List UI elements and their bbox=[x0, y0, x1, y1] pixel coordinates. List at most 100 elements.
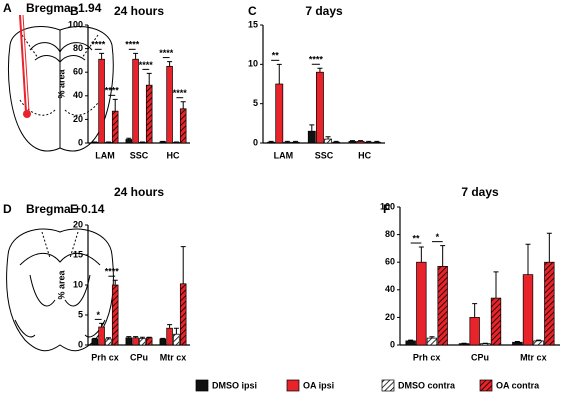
diagram-label: Bregma -1.94 bbox=[26, 1, 102, 15]
error-bar bbox=[317, 67, 323, 73]
y-tick-label: 40 bbox=[73, 90, 83, 100]
bar bbox=[416, 261, 427, 346]
y-tick-label: 80 bbox=[385, 229, 395, 239]
error-bar bbox=[133, 336, 139, 338]
significance-label: **** bbox=[105, 86, 120, 96]
error-bar bbox=[180, 101, 186, 109]
significance-label: **** bbox=[309, 55, 324, 65]
y-tick-label: 10 bbox=[73, 279, 83, 289]
significance-label: * bbox=[96, 310, 100, 320]
error-bar bbox=[293, 140, 299, 143]
x-tick-label: HC bbox=[358, 150, 371, 160]
bar bbox=[372, 141, 381, 144]
y-tick-label: 0 bbox=[78, 339, 83, 349]
bar bbox=[405, 340, 416, 346]
x-tick-label: CPu bbox=[130, 352, 148, 362]
bar bbox=[324, 138, 332, 144]
bar bbox=[139, 338, 146, 346]
error-bar bbox=[284, 140, 290, 143]
bar bbox=[307, 130, 316, 144]
bar bbox=[132, 337, 139, 346]
bar bbox=[426, 337, 438, 346]
y-tick-label: 60 bbox=[385, 257, 395, 267]
bar bbox=[145, 84, 153, 144]
diagram-label: Bregma +0.14 bbox=[26, 202, 105, 216]
legend-swatch bbox=[195, 379, 209, 392]
error-bar bbox=[112, 98, 118, 112]
error-bar bbox=[146, 72, 152, 86]
legend-label: DMSO contra bbox=[398, 380, 456, 390]
legend-swatch bbox=[479, 379, 493, 392]
bar bbox=[490, 297, 502, 346]
x-tick-label: HC bbox=[167, 150, 180, 160]
bar bbox=[267, 141, 276, 144]
y-tick-label: 10 bbox=[248, 59, 258, 69]
error-bar bbox=[309, 124, 315, 132]
error-bar bbox=[546, 232, 552, 263]
legend-swatch bbox=[381, 379, 395, 392]
bar bbox=[159, 338, 167, 346]
bar bbox=[105, 338, 112, 346]
error-bar bbox=[493, 271, 499, 299]
significance-label: ** bbox=[412, 233, 420, 243]
significance-label: **** bbox=[91, 40, 106, 50]
bar bbox=[111, 110, 119, 144]
chart-title: 24 hours bbox=[114, 4, 164, 18]
error-bar bbox=[268, 140, 274, 143]
x-tick-label: Prh cx bbox=[91, 352, 119, 362]
bar bbox=[512, 341, 523, 346]
error-bar bbox=[366, 140, 372, 143]
error-bar bbox=[112, 279, 118, 285]
error-bar bbox=[358, 140, 364, 142]
bar bbox=[356, 141, 365, 144]
error-bar bbox=[160, 337, 166, 339]
y-tick-label: 15 bbox=[73, 249, 83, 259]
x-tick-label: Mtr cx bbox=[520, 352, 547, 362]
bar bbox=[316, 71, 324, 144]
bar bbox=[132, 58, 139, 144]
error-bar bbox=[418, 246, 424, 263]
significance-label: **** bbox=[159, 48, 174, 58]
error-bar bbox=[525, 243, 531, 275]
panel-letter: E bbox=[70, 202, 78, 216]
bar bbox=[159, 141, 167, 144]
bar bbox=[179, 283, 187, 346]
error-bar bbox=[429, 336, 435, 339]
bar bbox=[179, 108, 187, 144]
chart-title: 7 days bbox=[305, 4, 343, 18]
y-tick-label: 0 bbox=[390, 339, 395, 349]
panel-letter: C bbox=[248, 4, 257, 18]
bar bbox=[283, 141, 292, 144]
y-tick-label: 5 bbox=[253, 98, 258, 108]
error-bar bbox=[105, 337, 111, 339]
y-tick-label: 40 bbox=[385, 284, 395, 294]
significance-label: **** bbox=[105, 267, 120, 277]
y-tick-label: 0 bbox=[78, 137, 83, 147]
bar bbox=[291, 141, 300, 144]
y-tick-label: 100 bbox=[380, 201, 395, 211]
error-bar bbox=[126, 137, 132, 140]
x-tick-label: SSC bbox=[315, 150, 334, 160]
panel-letter: B bbox=[70, 4, 79, 18]
bar bbox=[533, 340, 544, 346]
error-bar bbox=[126, 336, 132, 338]
y-axis-label: % area bbox=[56, 269, 66, 299]
significance-label: **** bbox=[139, 60, 154, 70]
y-tick-label: 0 bbox=[253, 137, 258, 147]
legend-label: OA ipsi bbox=[303, 380, 334, 390]
bar bbox=[166, 327, 173, 346]
error-bar bbox=[92, 337, 98, 339]
legend-label: DMSO ipsi bbox=[212, 380, 257, 390]
significance-label: * bbox=[436, 232, 440, 242]
error-bar bbox=[408, 339, 414, 341]
error-bar bbox=[167, 61, 173, 67]
bar bbox=[469, 317, 480, 346]
y-tick-label: 60 bbox=[73, 67, 83, 77]
bar bbox=[332, 141, 341, 144]
error-bar bbox=[349, 140, 355, 142]
error-bar bbox=[167, 324, 173, 329]
x-tick-label: Prh cx bbox=[413, 352, 441, 362]
significance-label: **** bbox=[125, 40, 140, 50]
error-bar bbox=[276, 63, 282, 84]
